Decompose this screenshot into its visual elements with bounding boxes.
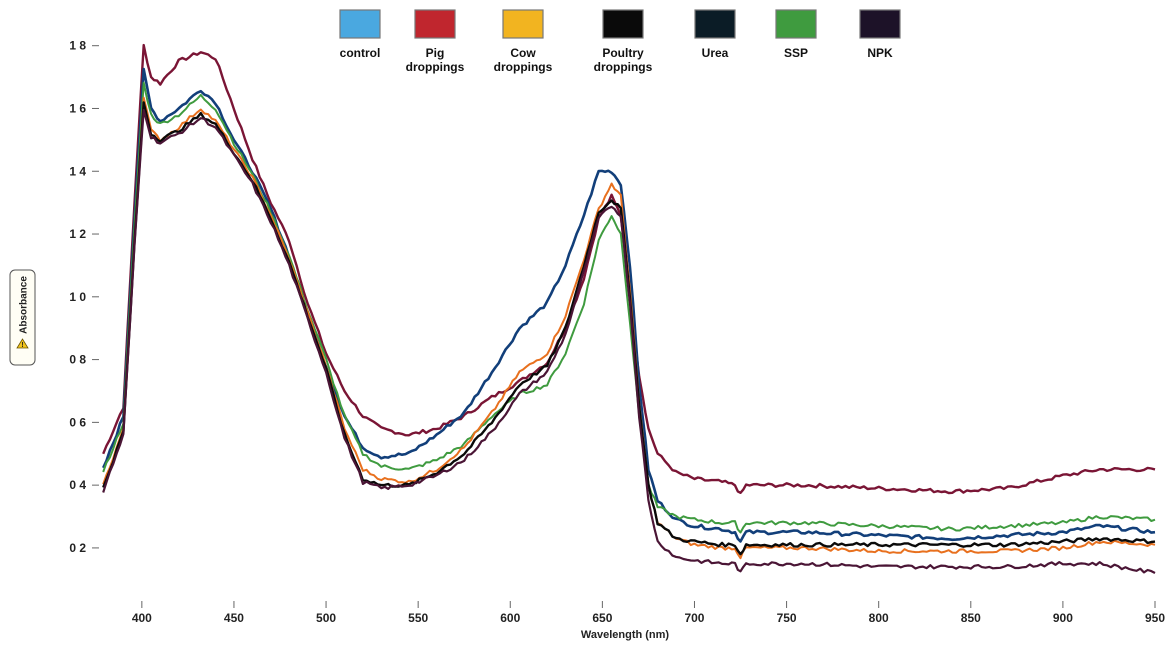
y-tick-label: 0 4 — [69, 478, 86, 492]
y-tick-label: 0 6 — [69, 415, 86, 429]
legend-label: droppings — [594, 60, 653, 74]
legend-swatch — [502, 9, 544, 39]
y-axis-label: Absorbance — [19, 276, 30, 334]
legend-swatch — [414, 9, 456, 39]
x-tick-label: 900 — [1053, 611, 1073, 625]
y-tick-label: 1 8 — [69, 39, 86, 53]
legend-label: NPK — [867, 46, 893, 60]
legend-item: Urea — [694, 9, 736, 60]
legend-swatch — [339, 9, 381, 39]
y-tick-label: 0 8 — [69, 353, 86, 367]
x-tick-label: 550 — [408, 611, 428, 625]
legend-label: droppings — [406, 60, 465, 74]
x-tick-label: 750 — [777, 611, 797, 625]
legend-swatch — [602, 9, 644, 39]
legend-swatch — [859, 9, 901, 39]
y-tick-label: 0 2 — [69, 541, 86, 555]
legend-label: droppings — [494, 60, 553, 74]
legend-label: SSP — [784, 46, 808, 60]
y-tick-label: 1 6 — [69, 101, 86, 115]
x-tick-label: 950 — [1145, 611, 1165, 625]
legend-item: control — [339, 9, 381, 60]
x-tick-label: 500 — [316, 611, 336, 625]
legend: control PigdroppingsCowdroppingsPoultrydr… — [339, 9, 901, 74]
legend-label: Poultry — [602, 46, 644, 60]
series-line-2 — [102, 81, 1156, 534]
y-tick-label: 1 2 — [69, 227, 86, 241]
y-axis-title-box: ! Absorbance — [9, 269, 36, 366]
plot-area — [102, 43, 1156, 574]
series-line-3 — [102, 96, 1156, 560]
x-tick-label: 850 — [961, 611, 981, 625]
x-tick-label: 650 — [592, 611, 612, 625]
legend-item: SSP — [775, 9, 817, 60]
legend-swatch — [694, 9, 736, 39]
x-axis: 400 450 500 550 600 650 700 750 800 850 900 950 — [132, 601, 1165, 625]
y-tick-label: 1 4 — [69, 164, 86, 178]
warning-icon-glyph: ! — [21, 342, 23, 349]
y-axis: 0 2 0 4 0 6 0 8 1 0 1 2 1 4 1 6 1 8 — [69, 39, 99, 555]
legend-label: Urea — [702, 46, 729, 60]
legend-item: NPK — [859, 9, 901, 60]
legend-label: Pig — [426, 46, 445, 60]
y-tick-label: 1 0 — [69, 290, 86, 304]
legend-label: control — [340, 46, 381, 60]
legend-label: Cow — [510, 46, 536, 60]
x-axis-label: Wavelength (nm) — [581, 629, 670, 641]
legend-swatch — [775, 9, 817, 39]
x-tick-label: 450 — [224, 611, 244, 625]
x-tick-label: 700 — [684, 611, 704, 625]
x-tick-label: 800 — [869, 611, 889, 625]
warning-icon — [16, 338, 29, 349]
x-tick-label: 600 — [500, 611, 520, 625]
series-line-5 — [102, 108, 1156, 574]
x-tick-label: 400 — [132, 611, 152, 625]
